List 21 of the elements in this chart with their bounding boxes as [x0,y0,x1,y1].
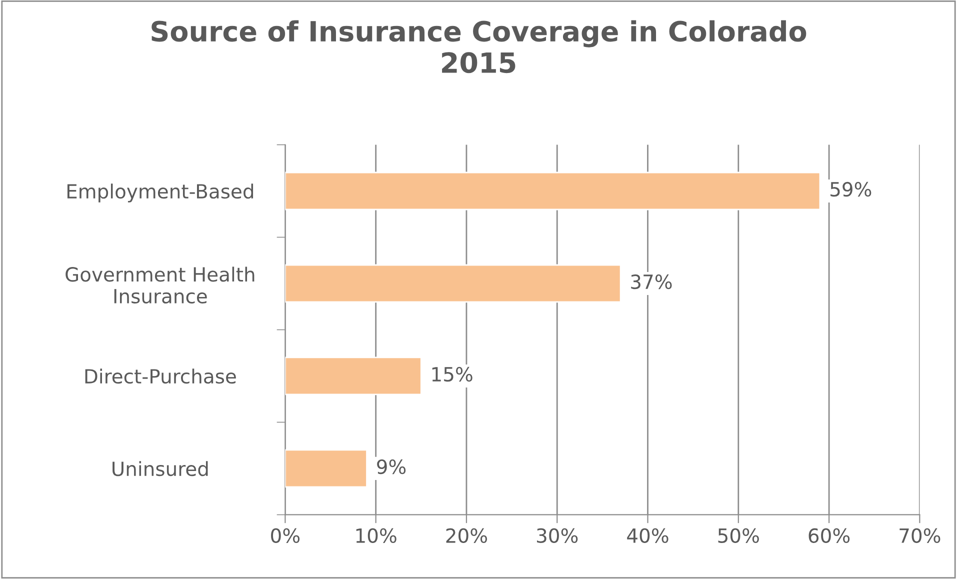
bar [285,172,821,210]
data-label: 37% [631,274,672,290]
chart-title: Source of Insurance Coverage in Colorado 2015 [152,20,806,74]
data-label: 15% [432,366,472,382]
x-tick-label: 50% [718,528,759,543]
data-label: 9% [377,459,406,474]
y-tick-label: Employment-Based [67,184,254,202]
x-tick-label: 20% [446,528,488,543]
y-tick-label: Uninsured [112,461,208,476]
x-tick-label: 60% [808,528,850,543]
x-tick-label: 70% [900,528,940,543]
y-tick-label: Government Health Insurance [66,266,254,304]
y-tick-label: Direct-Purchase [85,368,236,384]
data-label: 59% [830,182,872,197]
x-tick-label: 0% [271,528,300,543]
bar [285,449,368,488]
bar [285,264,622,303]
x-tick-label: 10% [356,528,396,543]
x-tick-label: 40% [627,528,668,543]
x-tick-label: 30% [536,528,578,543]
bar [285,356,422,396]
